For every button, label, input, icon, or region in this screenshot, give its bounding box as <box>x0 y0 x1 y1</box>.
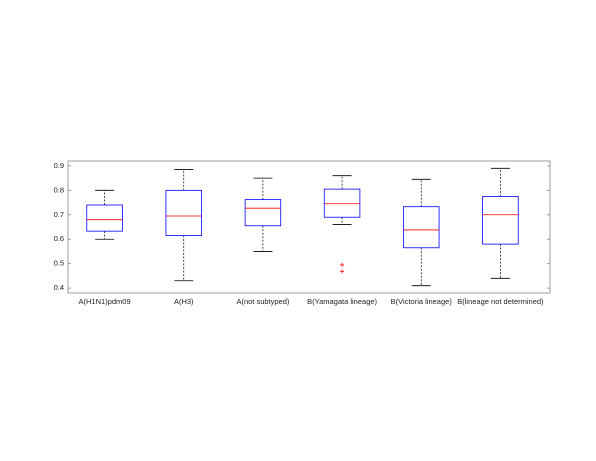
outlier <box>340 269 345 274</box>
y-tick-label: 0.9 <box>54 161 64 170</box>
box <box>165 189 202 236</box>
x-tick-label: A(H3) <box>174 297 194 306</box>
box <box>323 188 361 218</box>
box <box>403 206 440 249</box>
y-tick-label: 0.8 <box>54 185 64 194</box>
box <box>482 196 519 245</box>
x-tick-label: B(Victoria lineage) <box>391 297 453 306</box>
x-tick-label: B(Yamagata lineage) <box>307 297 377 306</box>
y-tick-label: 0.6 <box>54 234 64 243</box>
box <box>86 204 123 232</box>
x-tick-label: A(H1N1)pdm09 <box>79 297 131 306</box>
y-tick-label: 0.7 <box>54 210 64 219</box>
box <box>244 199 282 227</box>
outlier <box>340 262 345 267</box>
axes-frame <box>67 160 551 294</box>
y-tick-label: 0.4 <box>54 283 64 292</box>
y-tick-label: 0.5 <box>54 259 64 268</box>
x-tick-label: B(lineage not determined) <box>457 297 544 306</box>
x-tick-label: A(not subtyped) <box>236 297 289 306</box>
